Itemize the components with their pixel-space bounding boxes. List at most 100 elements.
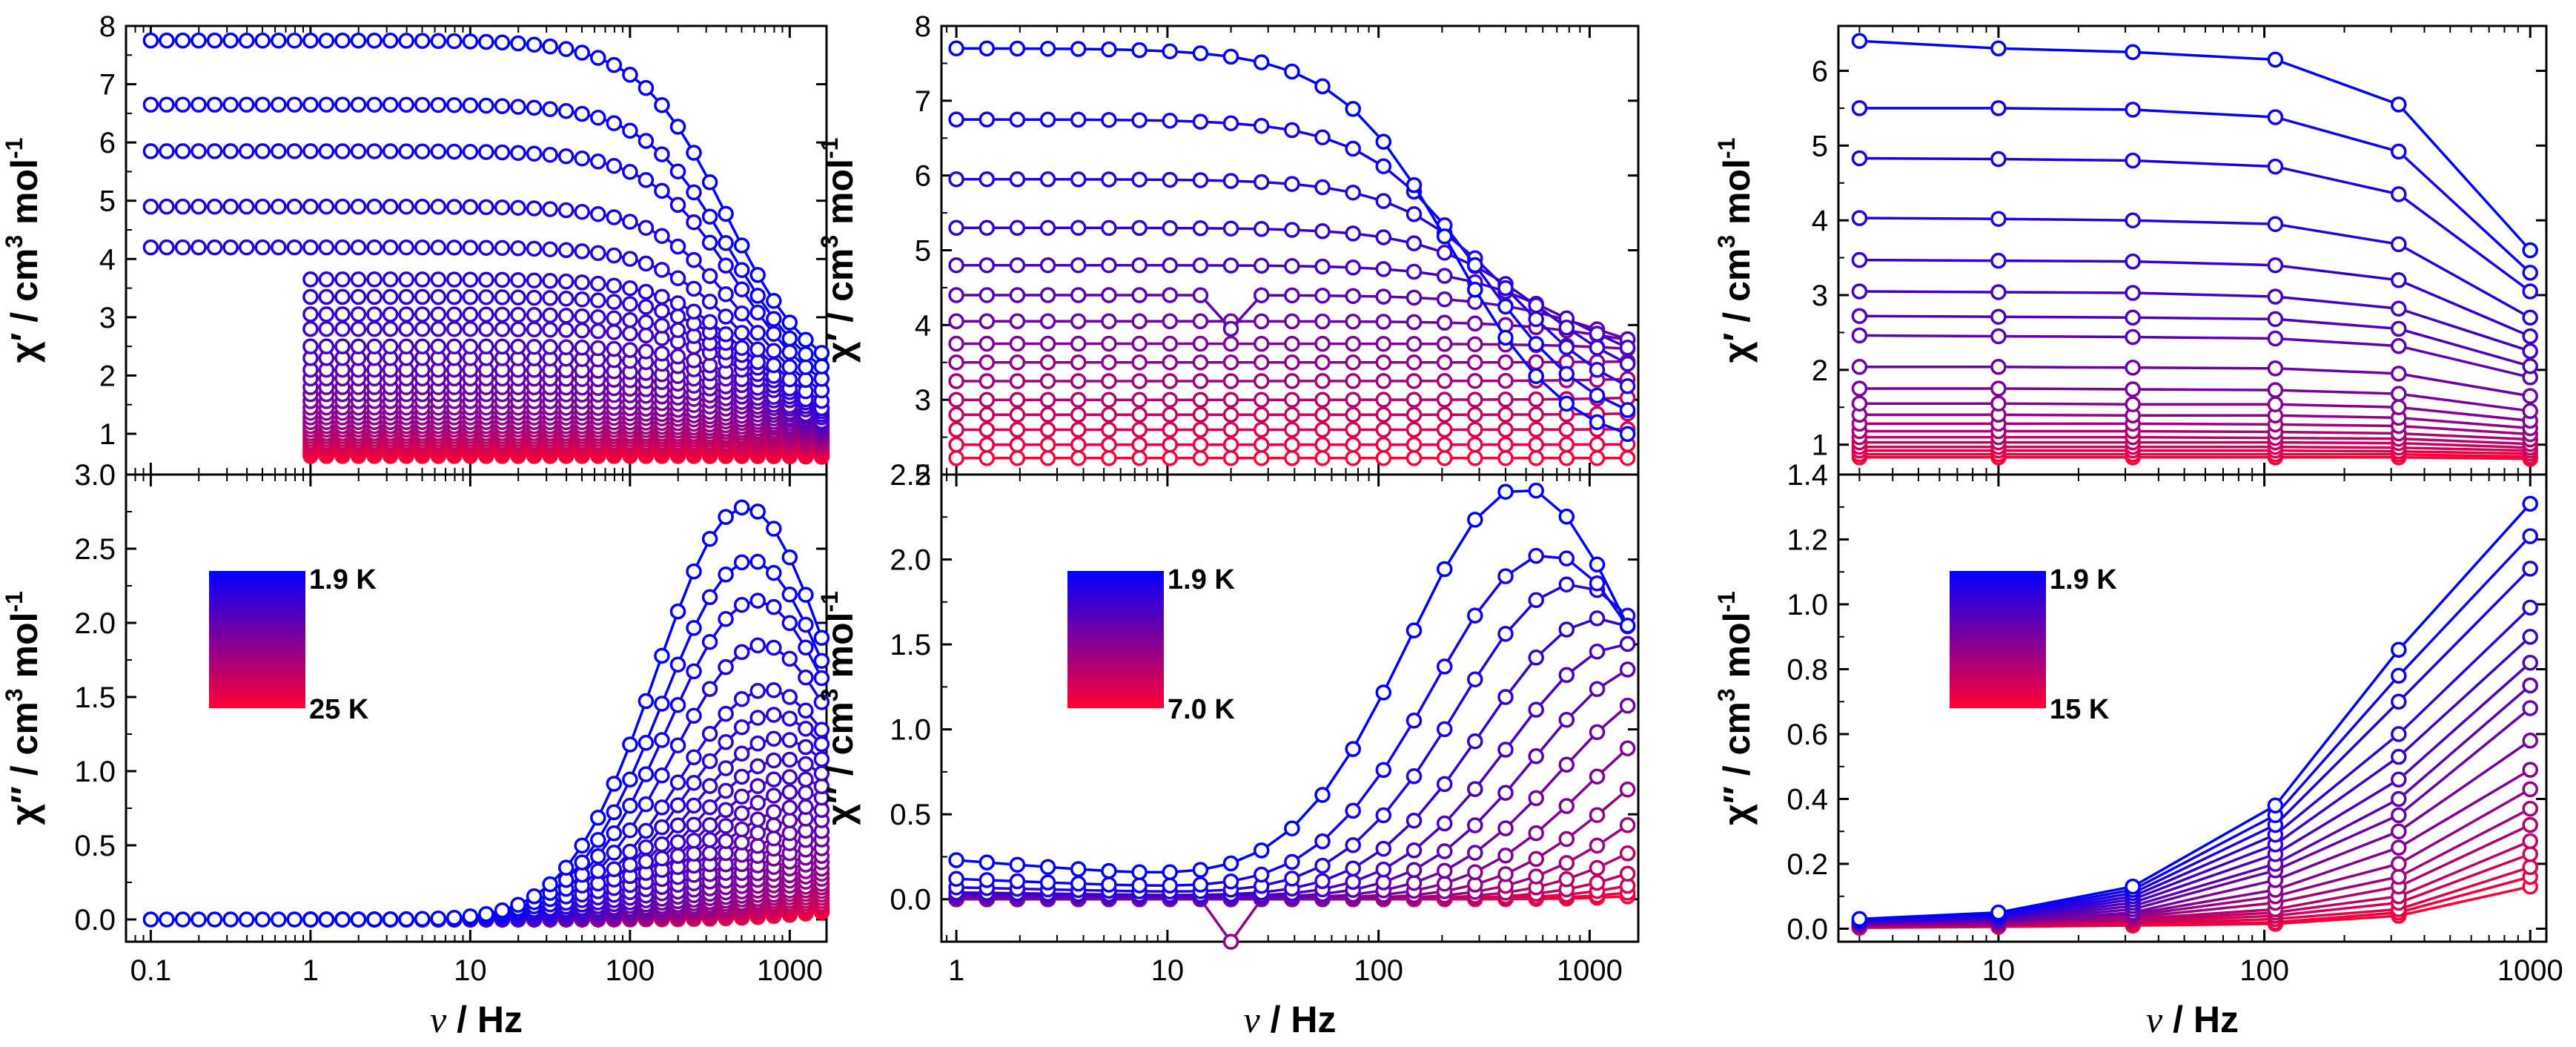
data-point	[1192, 876, 1209, 893]
data-point	[1558, 621, 1575, 638]
data-point	[574, 340, 590, 356]
data-point	[638, 79, 655, 96]
data-point	[1039, 421, 1056, 438]
data-point	[701, 633, 718, 650]
data-point	[254, 239, 271, 256]
data-point	[669, 349, 686, 365]
data-point	[318, 320, 335, 337]
data-point	[1222, 392, 1239, 408]
y-tick-label: 1.0	[1787, 589, 1828, 621]
series-line	[1859, 440, 2531, 449]
data-point	[1345, 421, 1361, 438]
data-point	[1467, 281, 1483, 298]
data-point	[510, 99, 526, 115]
data-point	[286, 911, 303, 928]
data-point	[350, 143, 367, 159]
data-point	[557, 859, 575, 876]
x-tick-label: 1000	[757, 954, 823, 987]
data-point	[766, 707, 782, 723]
data-point	[718, 567, 734, 583]
data-point	[334, 320, 351, 337]
data-point	[749, 304, 766, 321]
data-point	[1619, 740, 1636, 756]
data-point	[222, 198, 239, 215]
data-point	[686, 797, 702, 814]
data-point	[2522, 781, 2538, 798]
data-point	[654, 228, 670, 244]
data-point	[1345, 873, 1361, 891]
data-point	[1528, 421, 1544, 438]
data-point	[1162, 354, 1178, 371]
data-point	[1162, 171, 1178, 188]
y-tick-label: 8	[99, 10, 116, 43]
data-point	[574, 150, 590, 167]
data-point	[733, 325, 750, 341]
data-point	[1558, 855, 1575, 871]
data-point	[622, 771, 638, 788]
data-point	[1284, 373, 1300, 389]
data-point	[1314, 179, 1331, 196]
data-point	[334, 32, 351, 49]
data-point	[1314, 287, 1331, 304]
y-axis-label-sup: 3	[1, 235, 27, 248]
data-point	[798, 587, 814, 603]
data-point	[1131, 392, 1148, 408]
data-point	[526, 240, 543, 257]
data-point	[733, 768, 750, 785]
y-tick-label: 6	[915, 160, 931, 193]
data-point	[1990, 308, 2007, 325]
data-point	[1375, 840, 1392, 857]
data-point	[2125, 152, 2141, 169]
data-point	[510, 338, 526, 355]
data-point	[669, 163, 686, 179]
data-point	[1253, 436, 1270, 453]
data-point	[749, 735, 766, 752]
data-point	[446, 199, 463, 215]
data-point	[590, 109, 606, 126]
y-axis-label-tail: mol	[1716, 159, 1758, 235]
data-point	[1528, 368, 1544, 384]
data-point	[638, 219, 655, 236]
data-point	[2125, 328, 2141, 346]
data-point	[701, 753, 718, 770]
data-point	[1131, 406, 1148, 423]
data-point	[669, 737, 686, 753]
y-axis-label-sup: 3	[1, 688, 27, 701]
legend-bottom-label: 25 K	[309, 694, 369, 725]
data-point	[1558, 756, 1575, 773]
data-point	[1253, 313, 1270, 330]
data-point	[462, 143, 479, 160]
data-point	[948, 257, 964, 274]
data-point	[1131, 335, 1148, 352]
data-point	[1375, 133, 1392, 150]
data-point	[686, 184, 702, 201]
data-point	[1162, 313, 1178, 330]
data-point	[1851, 380, 1868, 397]
data-point	[318, 143, 335, 159]
data-point	[1253, 373, 1270, 389]
data-point	[781, 650, 798, 667]
data-point	[798, 799, 814, 816]
data-point	[446, 909, 463, 926]
data-point	[718, 308, 734, 325]
y-tick-label: 1.0	[74, 756, 116, 788]
data-point	[749, 837, 766, 854]
data-point	[733, 340, 750, 356]
series-line	[1859, 402, 2531, 423]
data-point	[2391, 186, 2407, 202]
data-point	[669, 119, 686, 135]
data-point	[191, 239, 207, 256]
data-point	[1253, 257, 1270, 274]
data-point	[701, 294, 718, 310]
data-point	[781, 751, 798, 768]
series-line	[1859, 334, 2531, 379]
data-point	[2522, 358, 2538, 374]
data-point	[638, 255, 655, 272]
data-point	[654, 346, 670, 362]
data-point	[414, 271, 431, 288]
data-point	[159, 198, 175, 215]
data-point	[1528, 436, 1544, 453]
data-point	[1039, 874, 1056, 891]
data-point	[766, 771, 782, 787]
y-axis-label-tail: mol	[4, 159, 45, 235]
